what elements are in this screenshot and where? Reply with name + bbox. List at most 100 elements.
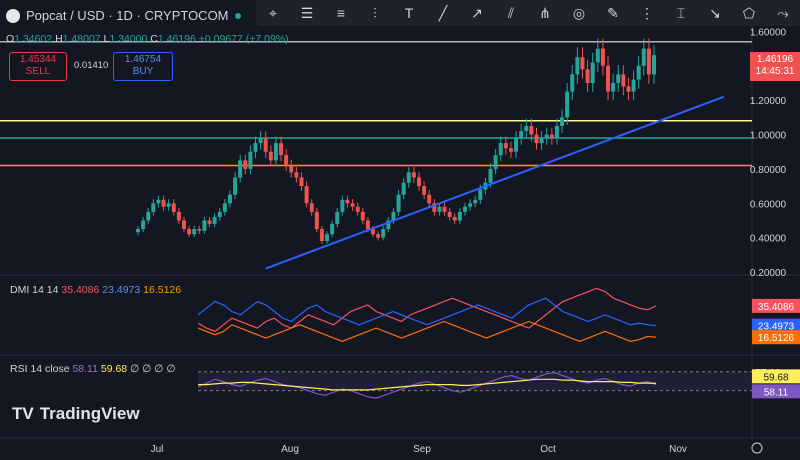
candle-body [570,74,575,92]
candle-body [595,48,600,63]
candle-body [355,206,360,212]
pitchfork-icon[interactable]: ⋔ [539,4,551,21]
circle-icon[interactable]: ◎ [572,4,586,21]
candle-body [299,177,304,187]
y-tick-label: 1.00000 [750,131,787,142]
candle-body [508,148,513,152]
candle-body [181,220,186,230]
candle-body [549,134,554,138]
spread-value: 0.01410 [74,60,109,71]
close-value: 1.46196 [157,33,196,45]
arrow-icon[interactable]: ↘ [709,4,721,21]
candle-body [600,48,605,66]
rsi-series-line [197,371,657,399]
candle-body [166,203,171,207]
y-tick-label: 0.60000 [750,199,787,210]
cursor-icon[interactable]: ⌶ [676,4,686,21]
brush-icon[interactable]: ✎ [607,4,619,21]
rsi-na-4: ∅ [166,363,176,375]
candle-body [503,143,508,149]
candle-body [161,199,166,207]
candle-body [217,211,222,218]
candle-body [539,137,544,144]
dmi-value-tag-text: 35.4086 [758,302,795,313]
candle-body [187,229,192,235]
candle-body [197,229,202,231]
open-value: 1.34602 [14,33,53,45]
candle-body [534,134,539,144]
polygon-icon[interactable]: ⬠ [742,4,756,21]
ray-icon[interactable]: ↗ [471,4,483,21]
y-tick-label: 0.80000 [750,165,787,176]
candle-body [416,177,421,187]
high-label: H [55,33,63,45]
candle-body [136,229,140,233]
candle-body [279,143,284,156]
candle-body [227,194,232,204]
pattern-icon[interactable]: ⤳ [777,4,789,21]
candle-body [488,168,493,183]
crosshair-icon[interactable]: ⌖ [269,4,277,21]
candle-body [401,182,406,195]
channel-icon[interactable]: ⫽ [507,4,515,21]
buy-button[interactable]: 1.46754 BUY [113,52,173,81]
fib-icon[interactable]: ⋮ [640,4,654,21]
last-price-value: 1.46196 [756,54,794,65]
drawing-toolbar: ⌖ ☰ ≡ ⫶ T ╱ ↗ ⫽ ⋔ ◎ ✎ ⋮ ⌶ ↘ ⬠ ⤳ [256,0,800,26]
candle-body [243,160,248,169]
candle-body [585,69,590,83]
sell-price: 1.45344 [19,54,57,65]
candle-body [478,189,483,200]
candle-body [468,203,473,207]
sell-button[interactable]: 1.45344 SELL [9,52,67,81]
buy-label: BUY [132,66,154,77]
candle-body [263,137,268,152]
x-tick-label: Sep [413,444,431,455]
horizontal-lines-icon[interactable]: ≡ [336,5,346,21]
y-tick-label: 0.40000 [750,234,787,245]
rsi-value-tag [752,384,800,399]
bars-icon[interactable]: ⫶ [373,4,377,21]
y-tick-label: 1.20000 [750,96,787,107]
close-label: C [150,33,158,45]
candle-body [294,172,299,178]
dmi-value-tag [752,298,800,313]
rsi-na-1: ∅ [130,363,140,375]
candle-body [611,82,616,92]
candle-body [268,151,273,161]
candle-body [544,134,549,138]
trendline [265,95,725,270]
candle-body [304,186,309,204]
dmi-series-line [197,320,657,343]
low-value: 1.34000 [109,33,148,45]
candle-body [386,220,391,230]
dmi-minus-value: 35.4086 [61,284,100,296]
candle-body [565,91,570,118]
high-value: 1.48007 [62,33,101,45]
change-value: +0.09677 (+7.09%) [198,33,289,45]
candle-body [212,217,217,224]
candle-body [192,229,197,235]
dmi-plus-value: 23.4973 [102,284,141,296]
candle-body [560,117,565,126]
candle-body [606,65,611,92]
symbol-title[interactable]: Popcat / USD · 1D · CRYPTOCOM [26,8,229,23]
candle-body [289,165,294,173]
dmi-value-tag-text: 23.4973 [758,322,795,333]
candle-body [652,55,656,75]
line-icon[interactable]: ╱ [438,4,448,21]
candle-body [646,48,651,75]
brand-name: TradingView [39,404,140,423]
candle-body [207,220,212,224]
dmi-value-tag [752,330,800,345]
status-dot [234,12,241,19]
tradingview-logo-icon: TV [12,404,34,423]
list-icon[interactable]: ☰ [300,4,314,21]
text-icon[interactable]: T [404,5,414,21]
candle-body [248,151,253,169]
candle-body [529,125,534,135]
symbol-header[interactable]: Popcat / USD · 1D · CRYPTOCOM [6,8,241,23]
x-tick-label: Aug [281,444,299,455]
